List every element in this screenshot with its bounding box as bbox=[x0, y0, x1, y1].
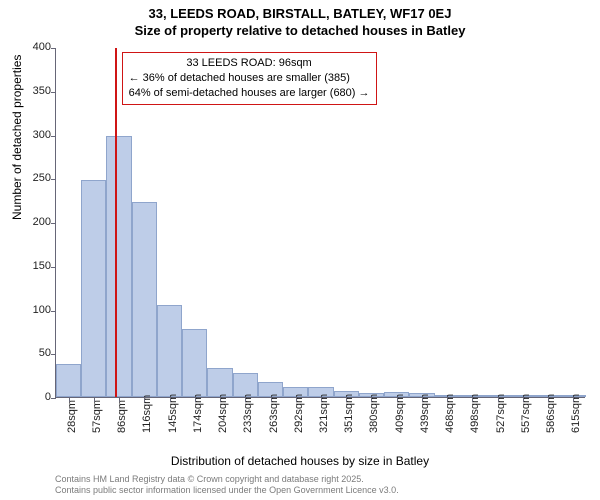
y-tick-mark bbox=[51, 92, 56, 93]
x-tick-mark bbox=[195, 397, 196, 402]
x-tick-mark bbox=[69, 397, 70, 402]
annotation-line: 33 LEEDS ROAD: 96sqm bbox=[129, 56, 370, 71]
x-tick-label: 292sqm bbox=[293, 394, 305, 433]
y-tick-mark bbox=[51, 223, 56, 224]
x-tick-label: 586sqm bbox=[545, 394, 557, 433]
x-tick-label: 468sqm bbox=[444, 394, 456, 433]
x-tick-label: 57sqm bbox=[91, 400, 103, 433]
histogram-chart: 05010015020025030035040028sqm57sqm86sqm1… bbox=[55, 48, 585, 398]
y-tick-label: 0 bbox=[16, 391, 51, 403]
x-tick-mark bbox=[144, 397, 145, 402]
x-tick-mark bbox=[422, 397, 423, 402]
reference-line bbox=[115, 48, 117, 397]
y-tick-mark bbox=[51, 354, 56, 355]
x-tick-label: 174sqm bbox=[192, 394, 204, 433]
x-axis-label: Distribution of detached houses by size … bbox=[0, 454, 600, 468]
x-tick-label: 204sqm bbox=[217, 394, 229, 433]
x-tick-mark bbox=[94, 397, 95, 402]
histogram-bar bbox=[106, 136, 131, 397]
x-tick-mark bbox=[523, 397, 524, 402]
title-subtitle: Size of property relative to detached ho… bbox=[0, 21, 600, 38]
x-tick-mark bbox=[371, 397, 372, 402]
x-tick-mark bbox=[271, 397, 272, 402]
x-tick-label: 28sqm bbox=[66, 400, 78, 433]
x-tick-mark bbox=[119, 397, 120, 402]
y-tick-mark bbox=[51, 48, 56, 49]
x-tick-label: 263sqm bbox=[268, 394, 280, 433]
x-tick-mark bbox=[170, 397, 171, 402]
x-tick-label: 321sqm bbox=[318, 394, 330, 433]
footer-line: Contains HM Land Registry data © Crown c… bbox=[55, 474, 399, 485]
x-tick-label: 409sqm bbox=[394, 394, 406, 433]
x-tick-label: 557sqm bbox=[520, 394, 532, 433]
y-tick-mark bbox=[51, 136, 56, 137]
x-tick-label: 380sqm bbox=[368, 394, 380, 433]
histogram-bar bbox=[207, 368, 232, 397]
y-tick-mark bbox=[51, 311, 56, 312]
x-tick-mark bbox=[397, 397, 398, 402]
x-tick-mark bbox=[573, 397, 574, 402]
x-tick-mark bbox=[548, 397, 549, 402]
y-tick-label: 400 bbox=[16, 41, 51, 53]
histogram-bar bbox=[157, 305, 182, 397]
x-tick-label: 116sqm bbox=[141, 395, 153, 433]
annotation-box: 33 LEEDS ROAD: 96sqm← 36% of detached ho… bbox=[122, 52, 377, 105]
x-tick-mark bbox=[321, 397, 322, 402]
x-tick-label: 439sqm bbox=[419, 394, 431, 433]
x-tick-label: 145sqm bbox=[167, 394, 179, 433]
x-tick-mark bbox=[472, 397, 473, 402]
plot-area: 05010015020025030035040028sqm57sqm86sqm1… bbox=[55, 48, 585, 398]
y-tick-label: 150 bbox=[16, 260, 51, 272]
x-tick-label: 498sqm bbox=[469, 394, 481, 433]
y-axis-label: Number of detached properties bbox=[10, 55, 24, 220]
x-tick-mark bbox=[346, 397, 347, 402]
histogram-bar bbox=[81, 180, 106, 397]
histogram-bar bbox=[132, 202, 157, 397]
x-tick-label: 527sqm bbox=[495, 394, 507, 433]
y-tick-label: 50 bbox=[16, 347, 51, 359]
y-tick-label: 100 bbox=[16, 304, 51, 316]
y-tick-mark bbox=[51, 398, 56, 399]
footer-line: Contains public sector information licen… bbox=[55, 485, 399, 496]
x-tick-label: 351sqm bbox=[343, 394, 355, 433]
x-tick-label: 86sqm bbox=[116, 400, 128, 433]
histogram-bar bbox=[56, 364, 81, 397]
x-tick-label: 233sqm bbox=[242, 394, 254, 433]
x-tick-mark bbox=[296, 397, 297, 402]
attribution-footer: Contains HM Land Registry data © Crown c… bbox=[55, 474, 399, 497]
title-address: 33, LEEDS ROAD, BIRSTALL, BATLEY, WF17 0… bbox=[0, 0, 600, 21]
y-tick-mark bbox=[51, 179, 56, 180]
y-tick-mark bbox=[51, 267, 56, 268]
x-tick-mark bbox=[220, 397, 221, 402]
annotation-line: 64% of semi-detached houses are larger (… bbox=[129, 86, 370, 101]
x-tick-mark bbox=[498, 397, 499, 402]
annotation-line: ← 36% of detached houses are smaller (38… bbox=[129, 71, 370, 86]
x-tick-mark bbox=[447, 397, 448, 402]
x-tick-label: 615sqm bbox=[570, 394, 582, 433]
x-tick-mark bbox=[245, 397, 246, 402]
histogram-bar bbox=[182, 329, 207, 397]
